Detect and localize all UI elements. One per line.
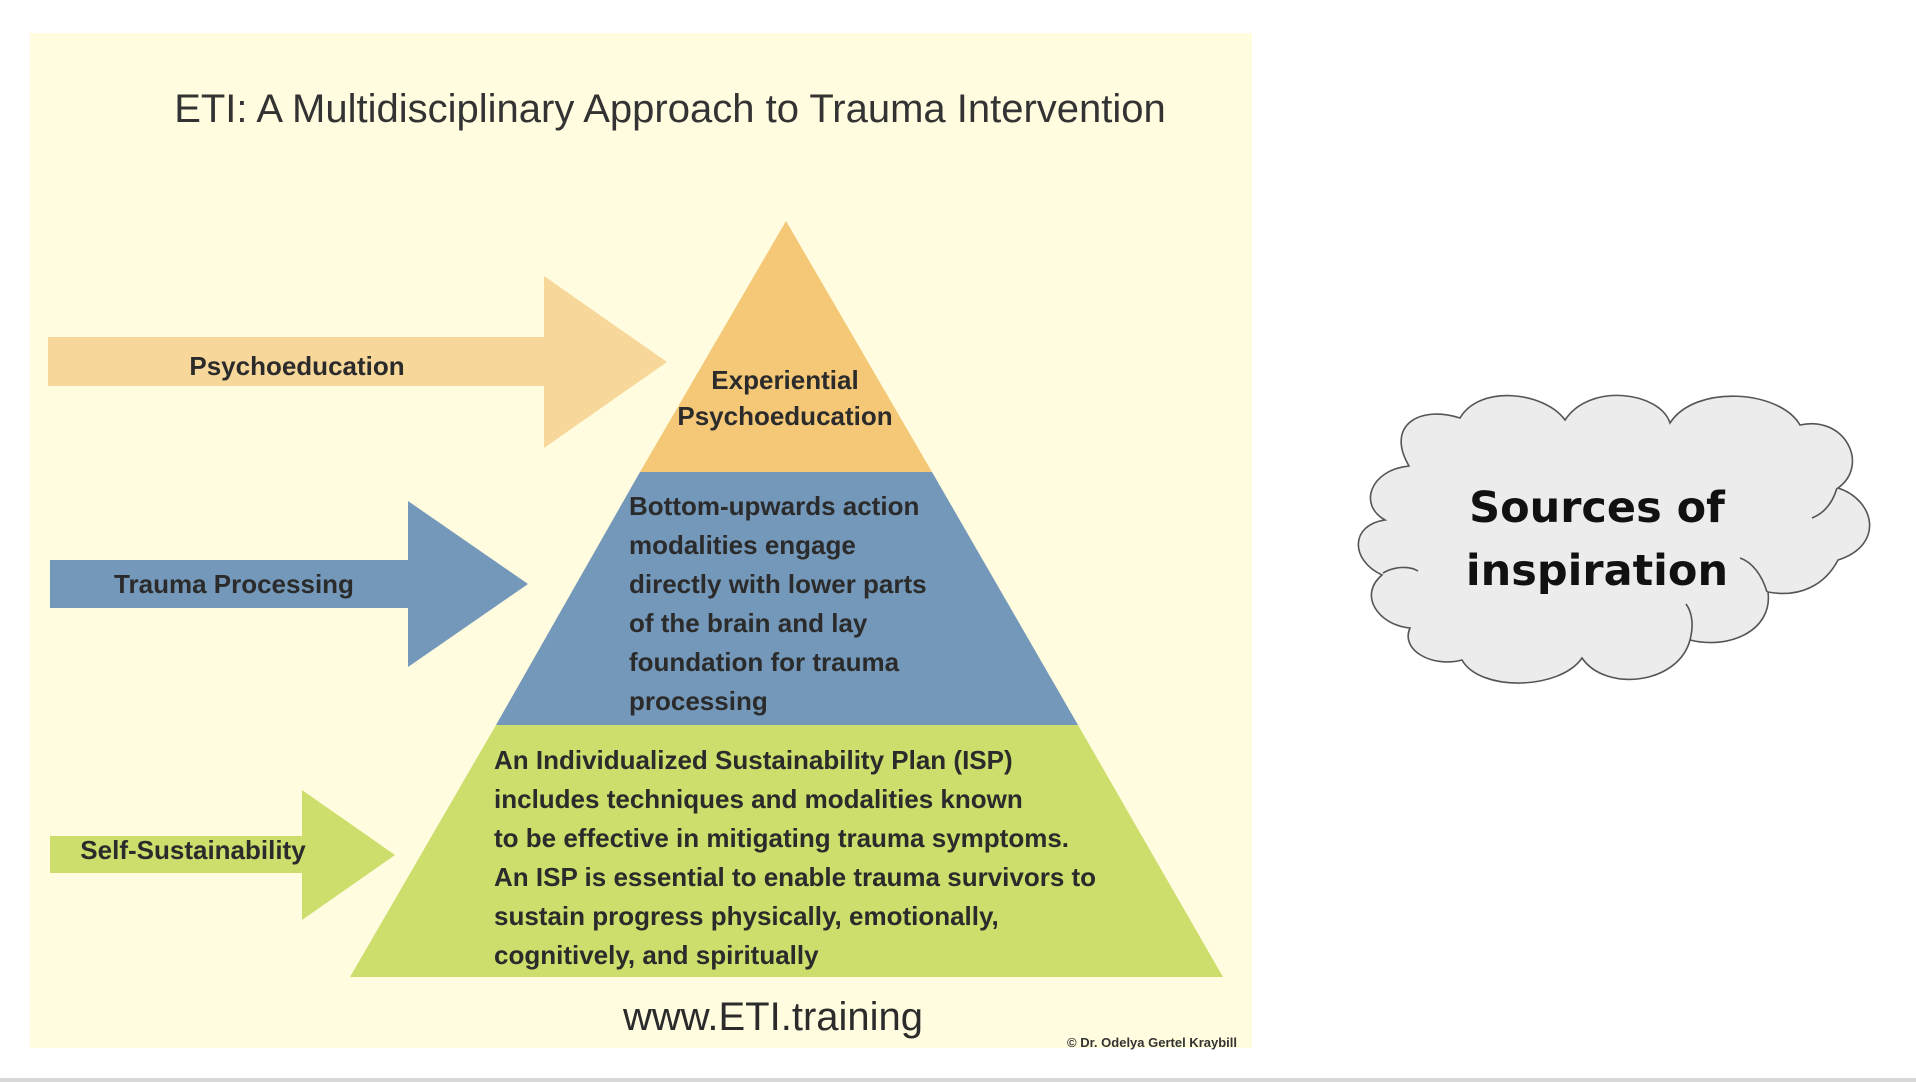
infographic: ETI: A Multidisciplinary Approach to Tra… — [30, 33, 1252, 1050]
pyramid-top-tier — [640, 221, 932, 472]
website-link[interactable]: www.ETI.training — [622, 995, 923, 1039]
pyramid-bottom-line: includes techniques and modalities known — [494, 784, 1023, 814]
psychoeducation-arrow-shape — [48, 276, 667, 448]
pyramid: Experiential Psychoeducation Bottom-upwa… — [350, 221, 1223, 977]
cloud-detail — [1685, 603, 1693, 641]
pyramid-bottom-line: An Individualized Sustainability Plan (I… — [494, 745, 1013, 775]
cloud-detail — [1739, 557, 1768, 593]
pyramid-top-line: Psychoeducation — [677, 401, 892, 431]
pyramid-middle-line: foundation for trauma — [629, 647, 900, 677]
pyramid-middle-line: modalities engage — [629, 530, 856, 560]
trauma-processing-label: Trauma Processing — [114, 569, 354, 599]
trauma-processing-arrow-shape — [50, 501, 528, 667]
pyramid-bottom-line: cognitively, and spiritually — [494, 940, 819, 970]
trauma-processing-arrow: Trauma Processing — [50, 501, 528, 667]
cloud-detail — [1811, 487, 1838, 519]
pyramid-bottom-text: An Individualized Sustainability Plan (I… — [494, 745, 1096, 970]
cloud-shape — [1357, 394, 1871, 684]
self-sustainability-arrow-shape — [50, 790, 395, 920]
copyright-notice: © Dr. Odelya Gertel Kraybill — [1067, 1035, 1237, 1050]
inspiration-cloud: Sources of inspiration — [1357, 394, 1871, 684]
psychoeducation-label: Psychoeducation — [189, 351, 404, 381]
pyramid-middle-line: of the brain and lay — [629, 608, 868, 638]
pyramid-middle-line: Bottom-upwards action — [629, 491, 919, 521]
infographic-title: ETI: A Multidisciplinary Approach to Tra… — [174, 87, 1166, 131]
pyramid-middle-line: processing — [629, 686, 768, 716]
cloud-text-line1: Sources of — [1469, 483, 1726, 533]
pyramid-middle-text: Bottom-upwards action modalities engage … — [629, 491, 927, 716]
self-sustainability-label: Self-Sustainability — [80, 835, 306, 865]
pyramid-bottom-tier — [350, 725, 1223, 977]
self-sustainability-arrow: Self-Sustainability — [50, 790, 395, 920]
cloud-detail — [1382, 566, 1419, 574]
psychoeducation-arrow: Psychoeducation — [48, 276, 667, 448]
cloud-text-line2: inspiration — [1466, 546, 1728, 596]
pyramid-middle-tier — [496, 472, 1078, 725]
pyramid-top-line: Experiential — [711, 365, 858, 395]
pyramid-bottom-line: An ISP is essential to enable trauma sur… — [494, 862, 1096, 892]
pyramid-bottom-line: to be effective in mitigating trauma sym… — [494, 823, 1069, 853]
pyramid-top-text: Experiential Psychoeducation — [677, 365, 892, 431]
bottom-border — [0, 1078, 1916, 1082]
pyramid-middle-line: directly with lower parts — [629, 569, 927, 599]
pyramid-bottom-line: sustain progress physically, emotionally… — [494, 901, 999, 931]
